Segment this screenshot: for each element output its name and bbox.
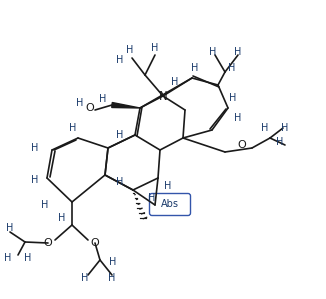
Text: H: H <box>31 175 39 185</box>
Text: H: H <box>116 177 124 187</box>
Text: H: H <box>109 257 117 267</box>
Text: H: H <box>234 47 242 57</box>
Text: N: N <box>159 89 167 103</box>
Text: H: H <box>261 123 269 133</box>
Text: H: H <box>81 273 89 283</box>
Text: O: O <box>238 140 246 150</box>
Text: H: H <box>276 137 284 147</box>
Text: H: H <box>31 143 39 153</box>
Polygon shape <box>112 103 140 108</box>
Text: H: H <box>234 113 242 123</box>
Text: H: H <box>108 273 116 283</box>
Text: H: H <box>229 93 237 103</box>
Text: H: H <box>281 123 289 133</box>
Text: H: H <box>191 63 199 73</box>
Text: H: H <box>171 77 179 87</box>
Text: H: H <box>151 43 159 53</box>
Text: H: H <box>209 47 217 57</box>
Text: H: H <box>116 130 124 140</box>
Text: Abs: Abs <box>161 199 179 209</box>
Text: H: H <box>6 223 14 233</box>
Text: O: O <box>86 103 94 113</box>
Text: H: H <box>228 63 236 73</box>
Text: H: H <box>116 55 124 65</box>
Text: H: H <box>164 181 172 191</box>
Text: H: H <box>4 253 12 263</box>
Text: H: H <box>24 253 32 263</box>
Text: H: H <box>99 94 107 104</box>
Text: H: H <box>41 200 49 210</box>
Text: O: O <box>44 238 52 248</box>
FancyBboxPatch shape <box>150 193 190 216</box>
Text: H: H <box>69 123 77 133</box>
Text: O: O <box>91 238 99 248</box>
Text: H: H <box>126 45 134 55</box>
Text: H: H <box>76 98 84 108</box>
Text: H: H <box>148 193 156 203</box>
Text: H: H <box>58 213 66 223</box>
